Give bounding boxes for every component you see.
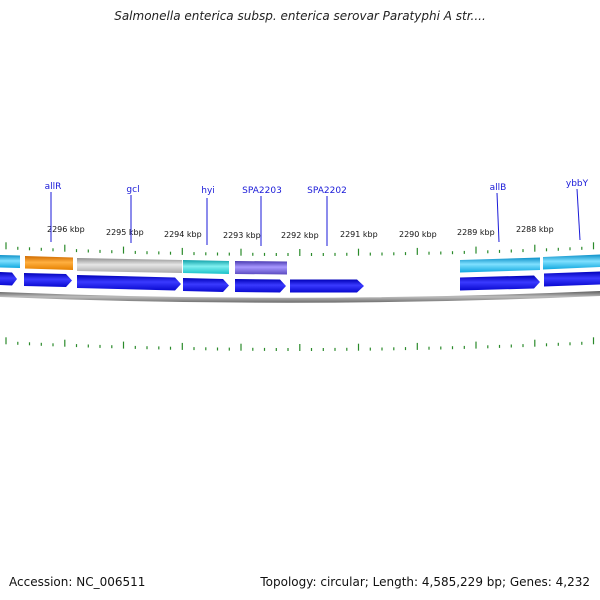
- feature-block[interactable]: [0, 255, 20, 268]
- gene-label-hyi[interactable]: hyi: [201, 186, 215, 196]
- feature-block-allB[interactable]: [460, 257, 540, 273]
- cds-arrow[interactable]: [183, 278, 229, 292]
- cds-arrow[interactable]: [24, 273, 72, 287]
- map-title: Salmonella enterica subsp. enterica sero…: [114, 9, 486, 23]
- cds-arrow[interactable]: [544, 271, 600, 287]
- gene-label-allR[interactable]: allR: [45, 182, 62, 192]
- kbp-label: 2290 kbp: [399, 230, 437, 239]
- summary-text: Topology: circular; Length: 4,585,229 bp…: [260, 575, 590, 589]
- gene-label-gcl[interactable]: gcl: [126, 185, 139, 195]
- kbp-label: 2292 kbp: [281, 231, 319, 240]
- kbp-label: 2295 kbp: [106, 228, 144, 237]
- leader-line-ybbY: [576, 188, 581, 241]
- gene-label-SPA2203[interactable]: SPA2203: [242, 186, 282, 196]
- feature-block-allR[interactable]: [25, 256, 73, 270]
- feature-block-hyi[interactable]: [183, 260, 229, 274]
- cds-arrow[interactable]: [290, 279, 364, 293]
- kbp-label: 2293 kbp: [223, 231, 261, 240]
- cds-arrow[interactable]: [0, 272, 17, 286]
- gene-leader-lines: [50, 188, 581, 246]
- gene-label-allB[interactable]: allB: [490, 183, 507, 193]
- kbp-label: 2294 kbp: [164, 230, 202, 239]
- feature-track: [0, 254, 600, 275]
- gene-label-SPA2202[interactable]: SPA2202: [307, 186, 347, 196]
- cds-arrow[interactable]: [460, 275, 540, 291]
- leader-line-allB: [496, 192, 500, 243]
- feature-block-SPA2203[interactable]: [235, 261, 287, 275]
- kbp-label: 2291 kbp: [340, 230, 378, 239]
- accession-text: Accession: NC_006511: [9, 575, 146, 589]
- feature-block-gcl[interactable]: [77, 258, 182, 273]
- kbp-label: 2289 kbp: [457, 228, 495, 237]
- cds-track: [0, 271, 600, 293]
- feature-block-ybbY[interactable]: [543, 254, 600, 270]
- inner-tick-ring: [5, 337, 595, 351]
- kbp-labels: 2296 kbp 2295 kbp 2294 kbp 2293 kbp 2292…: [47, 225, 554, 240]
- gene-labels: allR gcl hyi SPA2203 SPA2202 allB ybbY: [45, 179, 589, 196]
- kbp-label: 2296 kbp: [47, 225, 85, 234]
- gene-label-ybbY[interactable]: ybbY: [566, 179, 589, 189]
- cds-arrow[interactable]: [235, 279, 286, 293]
- kbp-label: 2288 kbp: [516, 225, 554, 234]
- outer-tick-ring: [5, 242, 595, 256]
- cds-arrow[interactable]: [77, 275, 181, 291]
- genome-backbone: [0, 291, 600, 303]
